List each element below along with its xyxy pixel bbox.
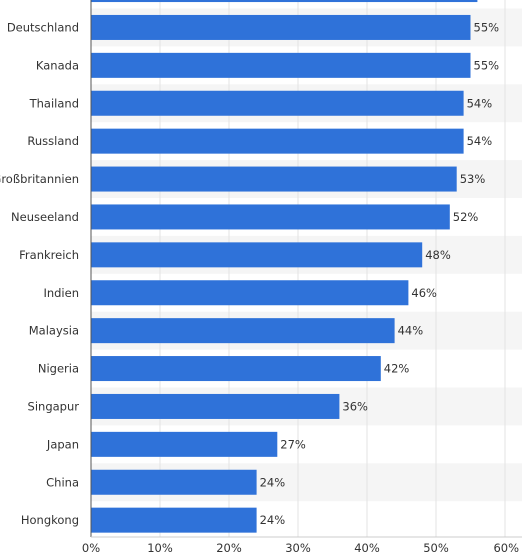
value-label: 52%	[453, 210, 479, 224]
bar	[91, 52, 471, 78]
value-label: 24%	[260, 475, 286, 489]
x-tick-label: 30%	[285, 541, 311, 555]
bar	[91, 393, 340, 419]
value-label: 54%	[467, 134, 493, 148]
category-label: Indien	[43, 286, 79, 300]
x-tick-label: 60%	[493, 541, 519, 555]
value-label: 55%	[474, 58, 500, 72]
category-label: Russland	[27, 134, 79, 148]
labels: Deutschland 55% Kanada 55% Thailand 54% Russla…	[0, 20, 499, 527]
category-label: Deutschland	[7, 20, 79, 34]
value-label: 44%	[398, 324, 424, 338]
value-label: 54%	[467, 96, 493, 110]
value-label: 55%	[474, 20, 500, 34]
category-label: Kanada	[36, 58, 79, 72]
value-label: 46%	[411, 286, 437, 300]
value-label: 42%	[384, 362, 410, 376]
category-label: Thailand	[29, 96, 79, 110]
x-tick-label: 20%	[216, 541, 242, 555]
value-label: 24%	[260, 513, 286, 527]
category-label: Singapur	[28, 399, 80, 413]
bar	[91, 166, 457, 192]
category-label: China	[46, 475, 79, 489]
bar	[91, 469, 257, 495]
x-tick-label: 10%	[147, 541, 173, 555]
bar	[91, 318, 395, 344]
bar	[91, 280, 409, 306]
bar	[91, 14, 471, 40]
category-label: Großbritannien	[0, 172, 79, 186]
bars	[91, 0, 478, 533]
category-label: Neuseeland	[11, 210, 79, 224]
bar	[91, 507, 257, 533]
x-tick-label: 50%	[423, 541, 449, 555]
bar	[91, 242, 423, 268]
bar	[91, 90, 464, 116]
value-label: 53%	[460, 172, 486, 186]
value-label: 36%	[342, 399, 368, 413]
bar	[91, 128, 464, 154]
axes: 0% 10% 20% 30% 40% 50% 60%	[82, 0, 522, 555]
category-label: Japan	[46, 437, 79, 451]
bar	[91, 204, 450, 230]
category-label: Hongkong	[21, 513, 79, 527]
category-label: Nigeria	[38, 362, 79, 376]
x-tick-label: 40%	[354, 541, 380, 555]
category-label: Malaysia	[29, 324, 79, 338]
bar	[91, 356, 381, 382]
value-label: 48%	[425, 248, 451, 262]
bar-cut-off	[91, 0, 478, 3]
category-label: Frankreich	[19, 248, 79, 262]
x-tick-label: 0%	[82, 541, 100, 555]
value-label: 27%	[280, 437, 306, 451]
bar	[91, 431, 278, 457]
